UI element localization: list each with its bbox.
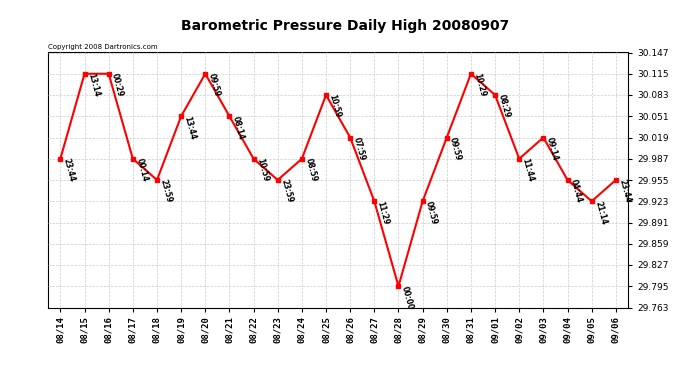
Text: Copyright 2008 Dartronics.com: Copyright 2008 Dartronics.com [48,44,158,50]
Text: 04:44: 04:44 [569,178,584,204]
Text: 00:14: 00:14 [135,158,149,183]
Text: 08:14: 08:14 [231,115,246,141]
Text: 07:59: 07:59 [352,136,366,162]
Text: 08:29: 08:29 [497,94,511,119]
Text: 13:44: 13:44 [183,115,197,141]
Text: 10:59: 10:59 [255,158,270,183]
Text: 09:59: 09:59 [448,136,463,162]
Text: 11:44: 11:44 [521,158,535,183]
Text: 23:44: 23:44 [618,178,632,204]
Text: 08:59: 08:59 [304,158,318,183]
Text: 09:59: 09:59 [207,72,221,98]
Text: 10:59: 10:59 [328,94,342,119]
Text: 00:29: 00:29 [110,72,125,98]
Text: 00:00: 00:00 [400,285,415,310]
Text: 10:29: 10:29 [473,72,487,98]
Text: 23:59: 23:59 [159,178,173,204]
Text: 11:29: 11:29 [376,200,391,225]
Text: 13:14: 13:14 [86,72,101,98]
Text: 09:59: 09:59 [424,200,439,225]
Text: Barometric Pressure Daily High 20080907: Barometric Pressure Daily High 20080907 [181,19,509,33]
Text: 23:59: 23:59 [279,178,294,204]
Text: 21:14: 21:14 [593,200,608,225]
Text: 23:44: 23:44 [62,158,77,183]
Text: 09:14: 09:14 [545,136,560,162]
